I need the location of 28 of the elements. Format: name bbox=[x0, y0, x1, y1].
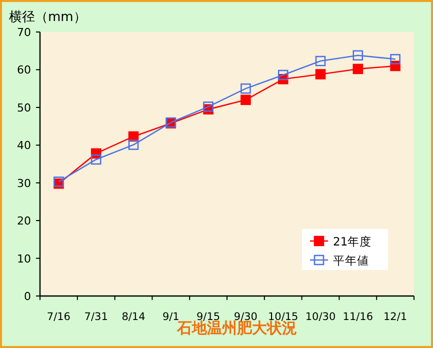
y-tick-label: 10 bbox=[17, 252, 31, 266]
point bbox=[390, 54, 400, 64]
y-tick-label: 20 bbox=[17, 214, 31, 228]
y-tick-label: 0 bbox=[24, 290, 31, 303]
point bbox=[240, 94, 251, 106]
y-tick-label: 40 bbox=[17, 139, 31, 152]
point bbox=[90, 154, 102, 165]
y-tick-label: 70 bbox=[17, 26, 31, 39]
point bbox=[315, 69, 326, 80]
x-tick-label: 12/1 bbox=[384, 311, 408, 323]
point bbox=[128, 140, 139, 150]
y-tick-label: 30 bbox=[17, 176, 31, 190]
x-tick-label: 10/30 bbox=[305, 311, 336, 323]
x-tick-label: 7/31 bbox=[84, 311, 108, 323]
y-tick-label: 60 bbox=[17, 64, 31, 77]
y-tick-label: 50 bbox=[17, 101, 31, 114]
point bbox=[203, 102, 214, 112]
point bbox=[240, 83, 251, 94]
x-tick-label: 8/14 bbox=[122, 311, 146, 323]
point bbox=[352, 64, 364, 74]
legend-label: 平年値 bbox=[333, 254, 369, 268]
y-axis-title: 横径（mm） bbox=[9, 10, 86, 25]
point bbox=[352, 50, 364, 61]
x-tick-label: 7/16 bbox=[46, 311, 71, 323]
point bbox=[278, 70, 288, 80]
point bbox=[315, 56, 326, 66]
x-tick-label: 11/16 bbox=[342, 311, 374, 323]
legend-label: 21年度 bbox=[333, 234, 372, 248]
